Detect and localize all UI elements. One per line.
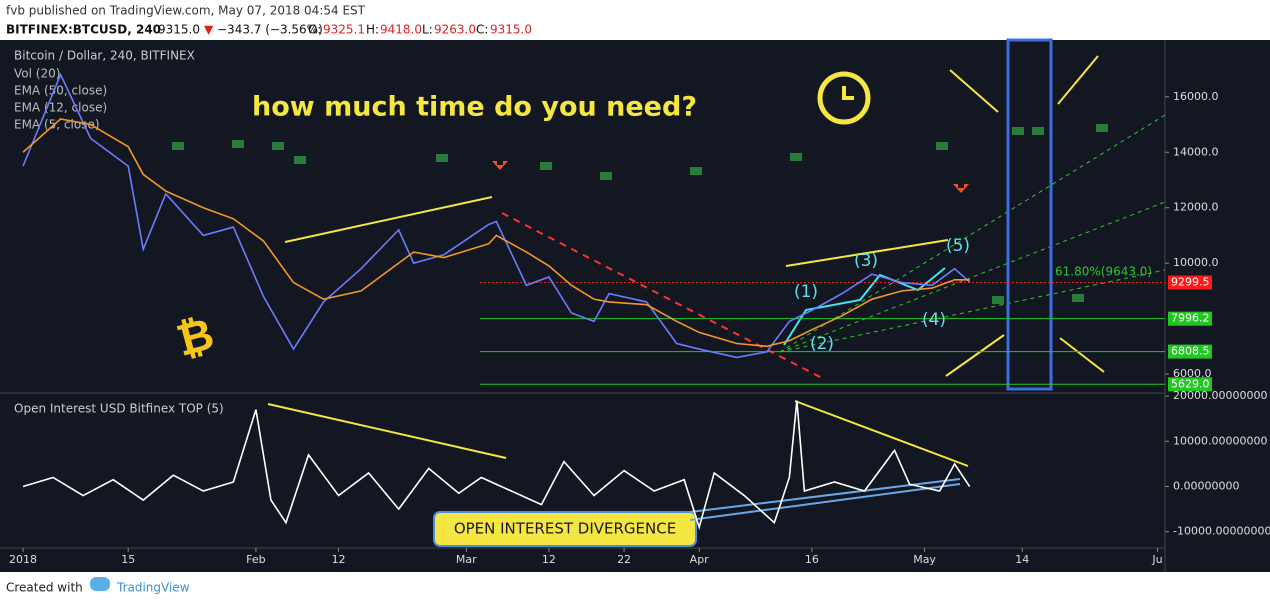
tradingview-logo bbox=[90, 577, 110, 591]
indicator-label: EMA (5, close) bbox=[14, 118, 100, 132]
annotation: 61.80%(9643.0) bbox=[1055, 265, 1152, 279]
down-arrow bbox=[492, 161, 508, 170]
x-tick-label: 22 bbox=[617, 553, 631, 566]
price-label-bg bbox=[1168, 275, 1212, 290]
y-tick-label: 10000.00000000 bbox=[1173, 434, 1267, 447]
x-tick-label: 15 bbox=[121, 553, 135, 566]
publisher: fvb published on TradingView.com, May 07… bbox=[6, 4, 366, 18]
change: −343.7 (−3.56%) bbox=[217, 23, 323, 37]
low-label: L: bbox=[422, 23, 433, 37]
brand[interactable]: TradingView bbox=[116, 581, 190, 595]
clock-icon bbox=[817, 71, 871, 125]
indicator-label: EMA (12, close) bbox=[14, 101, 107, 115]
price-label-bg bbox=[1168, 344, 1212, 359]
x-tick-label: 2018 bbox=[9, 553, 37, 566]
annotation: how much time do you need? bbox=[252, 92, 697, 123]
divergence-line bbox=[689, 483, 961, 521]
y-tick-label: 14000.0 bbox=[1173, 145, 1219, 158]
x-tick-label: 12 bbox=[542, 553, 556, 566]
indicator-label: EMA (50, close) bbox=[14, 84, 107, 98]
series-line bbox=[22, 400, 971, 531]
x-tick-label: Apr bbox=[690, 553, 710, 566]
time-box bbox=[1006, 38, 1053, 391]
down-arrow bbox=[953, 184, 969, 193]
divergence-line bbox=[689, 478, 961, 513]
y-tick-label: 0.00000000 bbox=[1173, 480, 1239, 493]
symbol: BITFINEX:BTCUSD, 240 bbox=[6, 23, 161, 37]
x-tick-label: 16 bbox=[805, 553, 819, 566]
x-tick-label: May bbox=[913, 553, 936, 566]
x-tick-label: 12 bbox=[332, 553, 346, 566]
y-tick-label: 10000.0 bbox=[1173, 256, 1219, 269]
x-tick-label: 14 bbox=[1015, 553, 1029, 566]
price-label: 6808.5 bbox=[1171, 345, 1210, 358]
x-tick-label: Ju bbox=[1151, 553, 1162, 566]
annotation: (1) bbox=[794, 282, 818, 302]
price-label: 9299.5 bbox=[1171, 276, 1210, 289]
y-tick-label: 12000.0 bbox=[1173, 201, 1219, 214]
series-line bbox=[22, 72, 971, 359]
annotation: (5) bbox=[946, 236, 970, 256]
pane-title: Bitcoin / Dollar, 240, BITFINEX bbox=[14, 49, 195, 63]
chart-area bbox=[0, 40, 1270, 572]
low: 9263.0 bbox=[434, 23, 476, 37]
y-tick-label: -10000.00000000 bbox=[1173, 525, 1270, 538]
price-label-bg bbox=[1168, 311, 1212, 326]
fan-lines bbox=[779, 114, 1166, 353]
y-tick-label: 20000.00000000 bbox=[1173, 389, 1267, 402]
change-arrow: ▼ bbox=[204, 23, 214, 37]
price-label-bg bbox=[1168, 377, 1212, 392]
x-tick-label: Mar bbox=[456, 553, 477, 566]
divergence-box bbox=[433, 511, 697, 547]
annotation: (4) bbox=[922, 310, 946, 330]
y-tick-label: 16000.0 bbox=[1173, 90, 1219, 103]
annotation: (3) bbox=[854, 251, 878, 271]
created-with: Created with bbox=[6, 581, 83, 595]
high-label: H: bbox=[366, 23, 379, 37]
clock-hands bbox=[842, 86, 854, 100]
close: 9315.0 bbox=[490, 23, 532, 37]
price-label: 5629.0 bbox=[1171, 377, 1210, 390]
flags bbox=[172, 124, 1108, 304]
pane-title: Open Interest USD Bitfinex TOP (5) bbox=[14, 402, 224, 416]
close-label: C: bbox=[476, 23, 488, 37]
open-label: O: bbox=[308, 23, 321, 37]
high: 9418.0 bbox=[380, 23, 422, 37]
y-tick-label: 6000.0 bbox=[1173, 367, 1212, 380]
last: 9315.0 bbox=[158, 23, 200, 37]
series-line bbox=[22, 118, 970, 348]
x-tick-label: Feb bbox=[246, 553, 265, 566]
open: 9325.1 bbox=[323, 23, 365, 37]
annotation: (2) bbox=[810, 334, 834, 354]
price-label: 7996.2 bbox=[1171, 312, 1210, 325]
annotation: OPEN INTEREST DIVERGENCE bbox=[454, 520, 676, 538]
drawings bbox=[267, 55, 1105, 467]
indicator-label: Vol (20) bbox=[14, 67, 60, 81]
